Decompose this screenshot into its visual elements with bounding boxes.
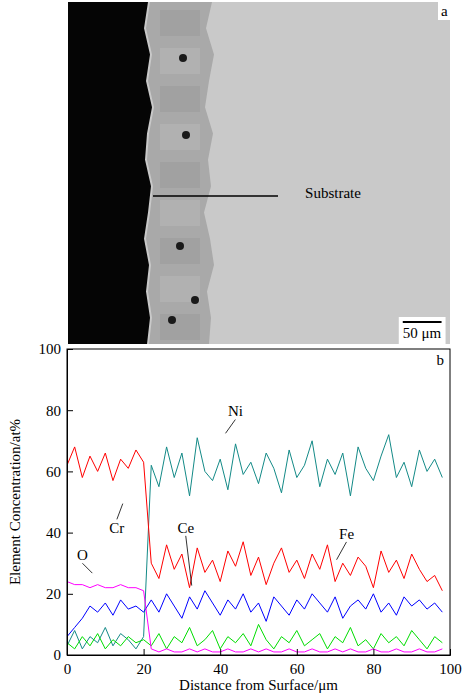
annotation-bg [338,526,355,542]
leader-line [117,504,123,520]
tick-label: 20 [46,586,61,602]
tick-mark [67,655,73,656]
scale-bar [403,321,442,323]
coating-grain [160,238,200,264]
pore [168,316,176,324]
tick-mark [373,649,374,655]
tick: 60 [46,464,73,480]
pore [176,242,184,250]
tick: 60 [290,649,305,677]
leader-line [82,563,92,573]
series-lines [67,435,442,652]
annotation-bg [76,547,89,563]
tick-mark [67,349,73,350]
plot-frame [67,349,450,655]
annotation: Cr [109,520,124,536]
tick-mark [67,533,73,534]
tick: 20 [137,649,152,677]
mount-region [68,2,152,344]
tick-label: 100 [39,341,62,357]
chart: 0 20 40 60 80 100 0 20 40 60 80 100 Distance from Su… [7,341,462,693]
coating-grain [160,162,200,188]
tick-label: 0 [54,647,62,663]
micrograph: Substrate a 50 μm [68,2,450,344]
tick: 80 [366,649,381,677]
annotation: O [77,547,88,563]
region-label: Substrate [305,185,361,201]
tick-mark [144,649,145,655]
coating-region [146,2,214,344]
tick-label: 40 [213,661,228,677]
figure: Substrate a 50 μm 0 20 40 60 80 100 0 20 40 60 80 100 D… [0,0,475,698]
tick-mark [450,649,451,655]
annotation-bg [108,520,125,536]
tick-label: 80 [366,661,381,677]
axis-line [68,350,74,656]
tick-label: 0 [64,661,72,677]
panel-label: b [437,352,445,368]
tick-mark [67,410,73,411]
annotation-bg [227,403,244,419]
tick-label: 100 [439,661,462,677]
tick-mark [220,649,221,655]
pore [191,296,199,304]
tick-label: 60 [46,464,61,480]
scale-bar-label: 50 μm [403,325,442,341]
x-axis-title: Distance from Surface/μm [179,677,338,693]
annotation: Ce [177,520,194,536]
substrate-region [68,2,450,344]
tick: 80 [46,403,73,419]
series-line [67,435,442,649]
pore [179,54,187,62]
tick-mark [297,649,298,655]
tick-mark [67,471,73,472]
tick-label: 80 [46,403,61,419]
coating-grain [160,314,200,340]
scan-line [153,195,278,197]
leader-line [337,542,347,560]
panel-label: a [441,3,448,19]
annotation: Fe [339,526,354,542]
coating-grain [160,86,200,112]
coating-grain [160,124,200,150]
tick-label: 60 [290,661,305,677]
series-line [67,591,442,637]
x-axis: 0 20 40 60 80 100 [64,649,462,677]
coating-grain [160,200,200,226]
tick-label: 40 [46,525,61,541]
leader-line [226,419,236,433]
tick: 100 [39,341,74,357]
coating-grain [160,10,200,36]
tick: 40 [213,649,228,677]
y-axis: 0 20 40 60 80 100 [39,341,74,663]
axis-line [68,649,451,656]
pore [182,131,190,139]
annotation-bg [176,520,195,536]
annotation: Ni [228,403,243,419]
series-line [67,447,442,591]
tick: 0 [54,647,74,663]
series-line [67,582,442,652]
y-axis-title: Element Concentration/at% [7,419,23,585]
scale-bar-bg [399,317,446,344]
coating-grain [160,48,200,74]
tick-label: 20 [137,661,152,677]
leader-line [186,536,192,586]
tick: 100 [439,649,462,677]
panel-label-bg [438,2,450,20]
tick: 40 [46,525,73,541]
tick-mark [67,594,73,595]
tick: 20 [46,586,73,602]
series-line [67,624,442,648]
annotations: Ni Cr O Ce Fe [76,403,356,585]
